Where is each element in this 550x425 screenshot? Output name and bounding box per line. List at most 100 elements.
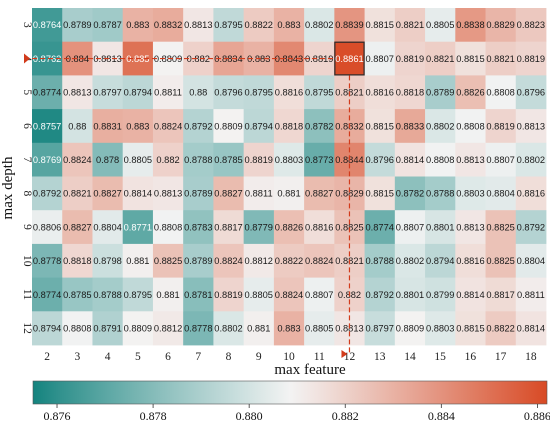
x-tick-label: 6	[165, 351, 171, 363]
heatmap-cell	[394, 243, 426, 278]
cell-value-label: 0.8774	[365, 222, 393, 232]
cell-value-label: 0.8813	[456, 222, 484, 232]
x-tick-label: 16	[465, 351, 477, 363]
heatmap-cell	[485, 176, 517, 211]
cell-value-label: 0.8808	[486, 88, 514, 98]
cell-value-label: 0.8826	[275, 222, 303, 232]
heatmap-cell	[394, 277, 426, 312]
heatmap-cell	[92, 142, 124, 177]
cell-value-label: 0.8819	[245, 155, 273, 165]
cell-value-label: 0.8815	[365, 189, 393, 199]
heatmap-cell	[32, 176, 63, 211]
y-tick-label: 9	[21, 224, 33, 230]
cell-value-label: 0.8802	[396, 256, 424, 266]
cell-value-label: 0.8814	[124, 189, 152, 199]
cell-value-label: 0.8782	[396, 189, 424, 199]
heatmap-cell	[455, 311, 486, 346]
heatmap-cell	[273, 277, 305, 312]
heatmap-cell	[62, 277, 93, 312]
cell-value-label: 0.8818	[63, 256, 91, 266]
colorbar-tick-label: 0.880	[236, 409, 263, 423]
cell-value-label: 0.8816	[456, 256, 484, 266]
heatmap-cell	[32, 277, 63, 312]
heatmap-cell	[122, 8, 154, 43]
cell-value-label: 0.8802	[517, 155, 545, 165]
heatmap-cell	[394, 210, 426, 245]
cell-value-label: 0.8832	[154, 20, 182, 30]
cell-value-label: 0.8757	[33, 121, 61, 131]
cell-value-label: 0.881	[277, 189, 300, 199]
cell-value-label: 0.8808	[426, 155, 454, 165]
heatmap-cell	[213, 109, 245, 144]
cell-value-label: 0.8778	[33, 256, 61, 266]
heatmap-cell	[455, 75, 486, 110]
heatmap-cell	[515, 176, 547, 211]
heatmap-cell	[273, 109, 305, 144]
cell-value-label: 0.8782	[305, 121, 333, 131]
cell-value-label: 0.8812	[245, 256, 273, 266]
heatmap-cell	[243, 176, 275, 211]
heatmap-cell	[485, 277, 517, 312]
cell-value-label: 0.8762	[33, 54, 61, 64]
heatmap-cell	[213, 243, 245, 278]
heatmap-cell	[92, 75, 124, 110]
cell-value-label: 0.881	[126, 256, 149, 266]
heatmap-cell	[152, 142, 184, 177]
cell-value-label: 0.8809	[124, 323, 152, 333]
cell-value-label: 0.8771	[124, 222, 152, 232]
cell-value-label: 0.88	[189, 88, 207, 98]
heatmap-cell	[152, 210, 184, 245]
cell-value-label: 0.8813	[184, 20, 212, 30]
heatmap-cell	[425, 41, 456, 76]
heatmap-cell	[364, 142, 396, 177]
heatmap-cell	[122, 277, 154, 312]
cell-value-label: 0.8816	[275, 88, 303, 98]
x-tick-labels: 2 3 4 5 6 7 8 9 10 11 12 13 14 15 16 17 18	[44, 351, 537, 363]
heatmap-cell	[455, 210, 486, 245]
cell-value-label: 0.8825	[154, 256, 182, 266]
cell-value-label: 0.8815	[365, 20, 393, 30]
cell-value-label: 0.8825	[486, 222, 514, 232]
cell-value-label: 0.8813	[63, 88, 91, 98]
y-axis-label: max depth	[0, 156, 16, 219]
heatmap-cell	[394, 109, 426, 144]
heatmap-cell	[213, 311, 245, 346]
heatmap-cell	[425, 243, 456, 278]
heatmap-cell	[32, 142, 63, 177]
heatmap-cell	[364, 277, 396, 312]
heatmap-cell	[425, 210, 456, 245]
cell-value-label: 0.8794	[426, 256, 454, 266]
heatmap-cell	[213, 8, 245, 43]
x-tick-label: 12	[344, 351, 356, 363]
cell-value-label: 0.8801	[426, 222, 454, 232]
colorbar-tick-label: 0.878	[140, 409, 167, 423]
cell-value-label: 0.8798	[93, 256, 121, 266]
cell-value-label: 0.8803	[275, 155, 303, 165]
x-tick-label: 15	[434, 351, 446, 363]
heatmap-cell	[515, 41, 547, 76]
heatmap-cell	[243, 142, 275, 177]
heatmap-cell	[183, 210, 214, 245]
heatmap-cell	[334, 41, 365, 76]
heatmap-cell	[273, 311, 305, 346]
heatmap-cell	[394, 8, 426, 43]
cell-value-label: 0.8825	[335, 222, 363, 232]
y-tick-label: 11	[21, 289, 33, 300]
heatmap-cell	[515, 109, 547, 144]
cell-value-label: 0.8807	[365, 54, 393, 64]
cell-value-label: 0.8807	[396, 222, 424, 232]
cell-value-label: 0.8811	[154, 88, 182, 98]
cell-value-label: 0.8804	[517, 256, 545, 266]
cell-value-label: 0.8814	[396, 155, 424, 165]
heatmap-cell	[515, 243, 547, 278]
cell-value-label: 0.8781	[184, 290, 212, 300]
cell-value-label: 0.8792	[517, 222, 545, 232]
heatmap-cell	[485, 243, 517, 278]
heatmap-cell	[152, 75, 184, 110]
heatmap-cell	[304, 243, 335, 278]
heatmap-cell	[62, 243, 93, 278]
cell-value-label: 0.8779	[245, 222, 273, 232]
heatmap-cell	[152, 109, 184, 144]
x-tick-label: 9	[256, 351, 262, 363]
cell-value-label: 0.8817	[486, 290, 514, 300]
